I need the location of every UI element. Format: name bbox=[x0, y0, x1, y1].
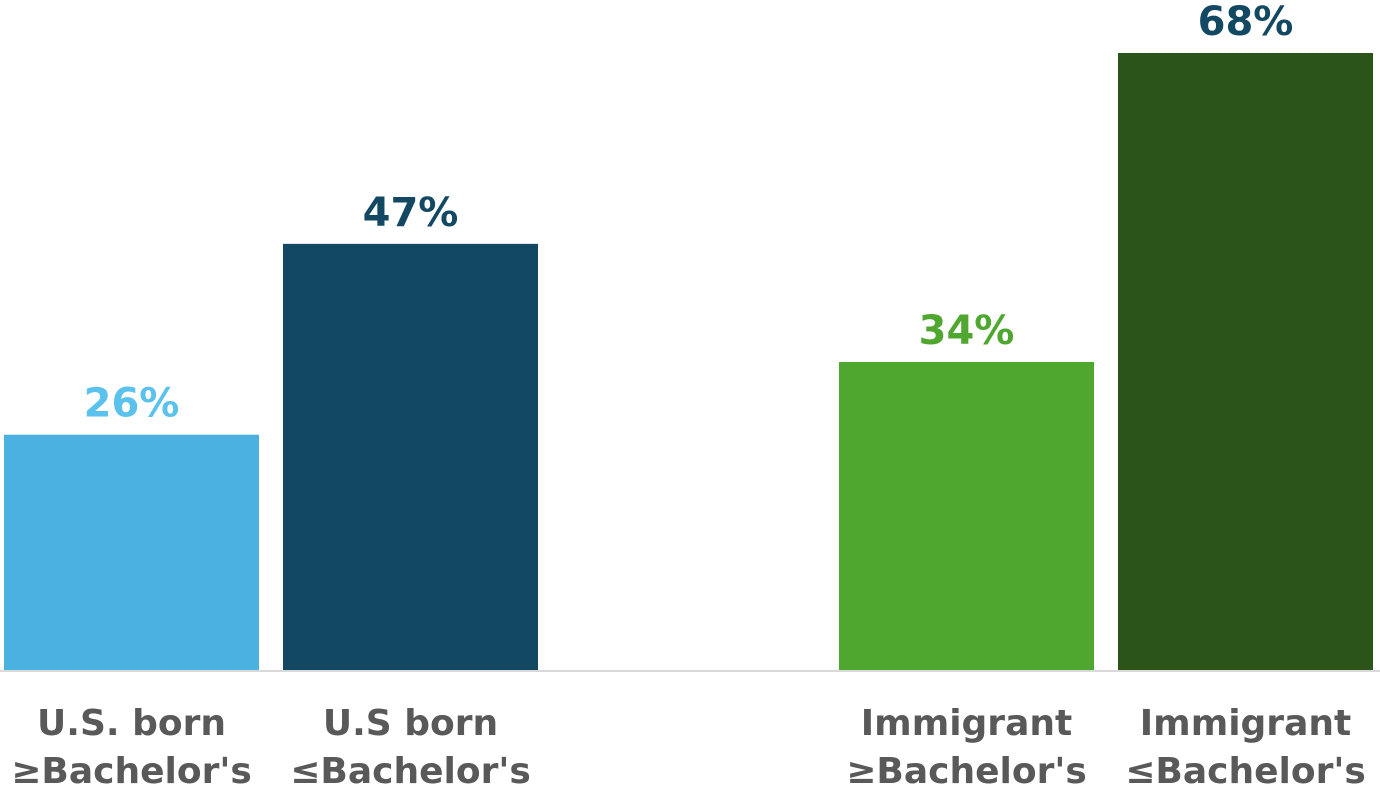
category-label-3-line-1: Immigrant bbox=[861, 703, 1072, 744]
category-label-1-line-1: U.S. born bbox=[37, 703, 226, 744]
bar-3 bbox=[839, 362, 1094, 671]
bar-2 bbox=[283, 243, 538, 671]
category-labels-group: U.S. born ≥Bachelor's U.S born ≤Bachelor's I… bbox=[11, 703, 1366, 787]
category-label-1-line-2: ≥Bachelor's bbox=[11, 751, 252, 787]
value-label-3: 34% bbox=[919, 308, 1015, 354]
bar-1 bbox=[4, 434, 259, 671]
bars-group bbox=[4, 53, 1373, 671]
category-label-3-line-2: ≥Bachelor's bbox=[846, 751, 1087, 787]
category-label-2-line-1: U.S born bbox=[323, 703, 498, 744]
value-label-1: 26% bbox=[84, 381, 180, 427]
category-label-2-line-2: ≤Bachelor's bbox=[290, 751, 531, 787]
value-label-2: 47% bbox=[363, 190, 459, 236]
value-labels-group: 26% 47% 34% 68% bbox=[84, 0, 1294, 427]
category-label-4-line-2: ≤Bachelor's bbox=[1125, 751, 1366, 787]
value-label-4: 68% bbox=[1198, 0, 1294, 45]
bar-4 bbox=[1118, 53, 1373, 671]
category-label-4-line-1: Immigrant bbox=[1140, 703, 1351, 744]
